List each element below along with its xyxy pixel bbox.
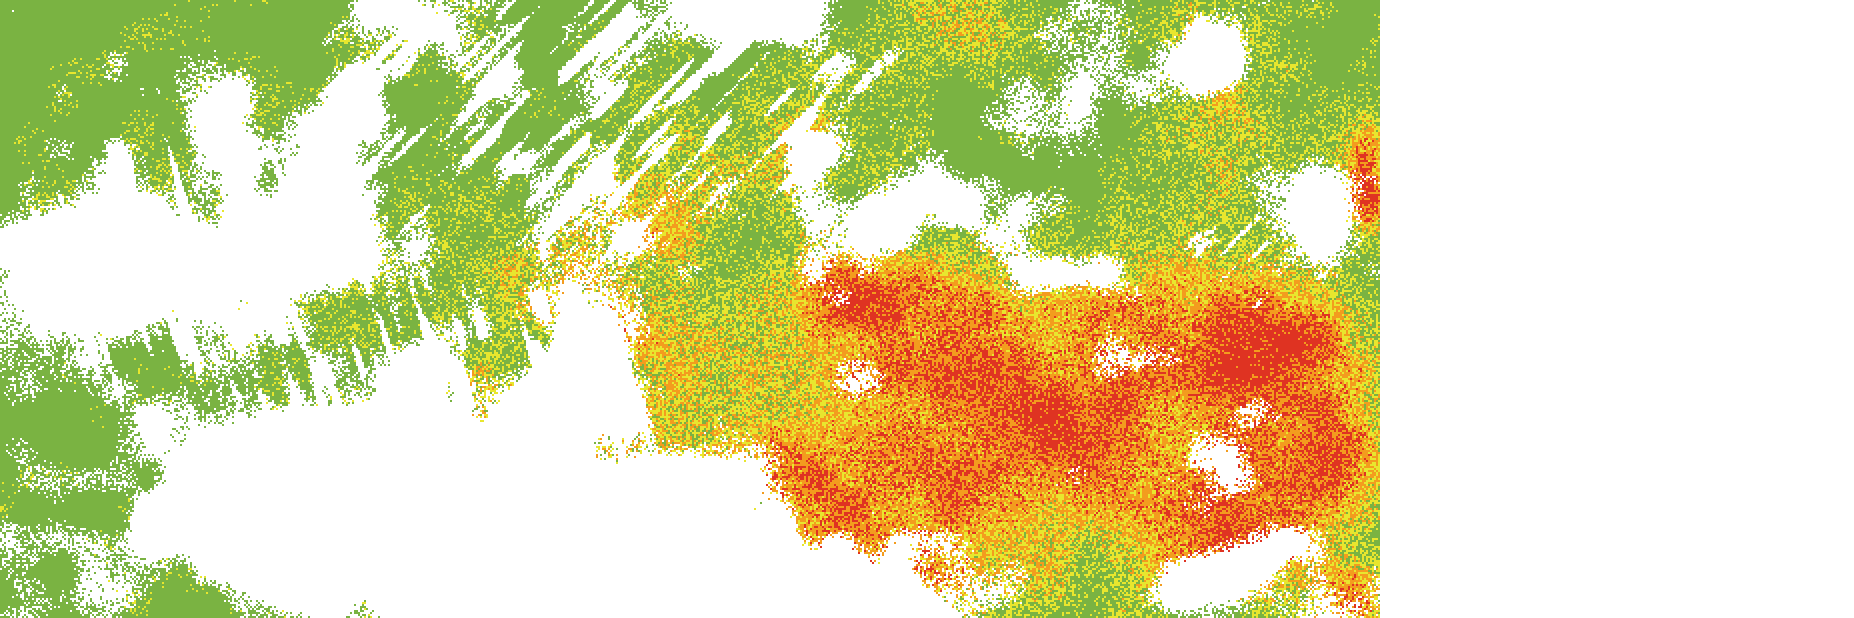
classified-raster-map [0,0,1854,618]
map-viewport [0,0,1854,618]
